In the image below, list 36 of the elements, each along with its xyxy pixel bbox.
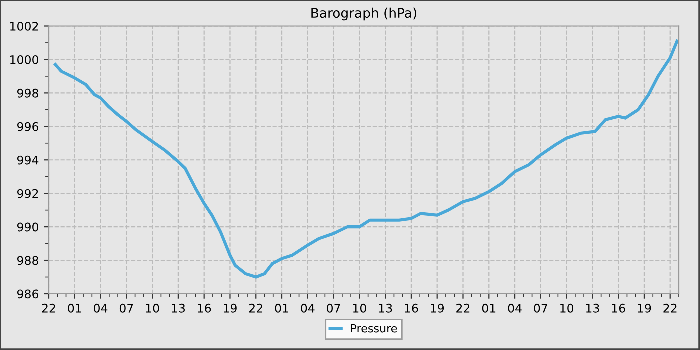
x-tick-label: 01 xyxy=(482,304,496,313)
x-tick-label: 22 xyxy=(456,304,470,313)
x-tick-label: 04 xyxy=(301,304,315,313)
y-tick-label: 988 xyxy=(17,256,38,266)
y-tick-label: 992 xyxy=(17,189,38,198)
x-tick-label: 07 xyxy=(534,304,548,313)
legend-label: Pressure xyxy=(351,324,398,333)
y-tick-label: 986 xyxy=(17,290,39,299)
x-tick-label: 10 xyxy=(353,304,366,313)
y-tick-label: 990 xyxy=(17,222,38,232)
x-tick-label: 19 xyxy=(638,304,652,313)
y-tick-label: 1000 xyxy=(10,55,38,64)
x-tick-label: 04 xyxy=(94,304,108,313)
x-tick-label: 19 xyxy=(224,304,237,313)
x-tick-label: 13 xyxy=(586,304,600,313)
chart-title: Barograph (hPa) xyxy=(312,8,416,21)
x-tick-label: 22 xyxy=(664,304,677,313)
x-tick-label: 04 xyxy=(508,304,522,313)
x-tick-label: 13 xyxy=(172,304,186,313)
x-tick-label: 01 xyxy=(68,304,82,313)
x-tick-label: 01 xyxy=(275,304,288,313)
x-tick-label: 22 xyxy=(249,304,262,313)
x-tick-label: 07 xyxy=(120,304,134,313)
y-tick-label: 1002 xyxy=(10,22,38,31)
x-tick-label: 16 xyxy=(612,304,626,313)
y-tick-label: 996 xyxy=(17,122,39,132)
x-tick-label: 10 xyxy=(146,304,160,313)
x-tick-label: 10 xyxy=(560,304,574,313)
y-tick-label: 994 xyxy=(17,156,39,165)
x-tick-label: 13 xyxy=(379,304,392,313)
x-tick-label: 07 xyxy=(327,304,340,313)
y-tick-label: 998 xyxy=(17,88,38,98)
x-tick-label: 16 xyxy=(405,304,418,313)
x-tick-label: 19 xyxy=(431,304,444,313)
x-tick-label: 16 xyxy=(198,304,212,313)
x-tick-label: 22 xyxy=(42,304,56,313)
